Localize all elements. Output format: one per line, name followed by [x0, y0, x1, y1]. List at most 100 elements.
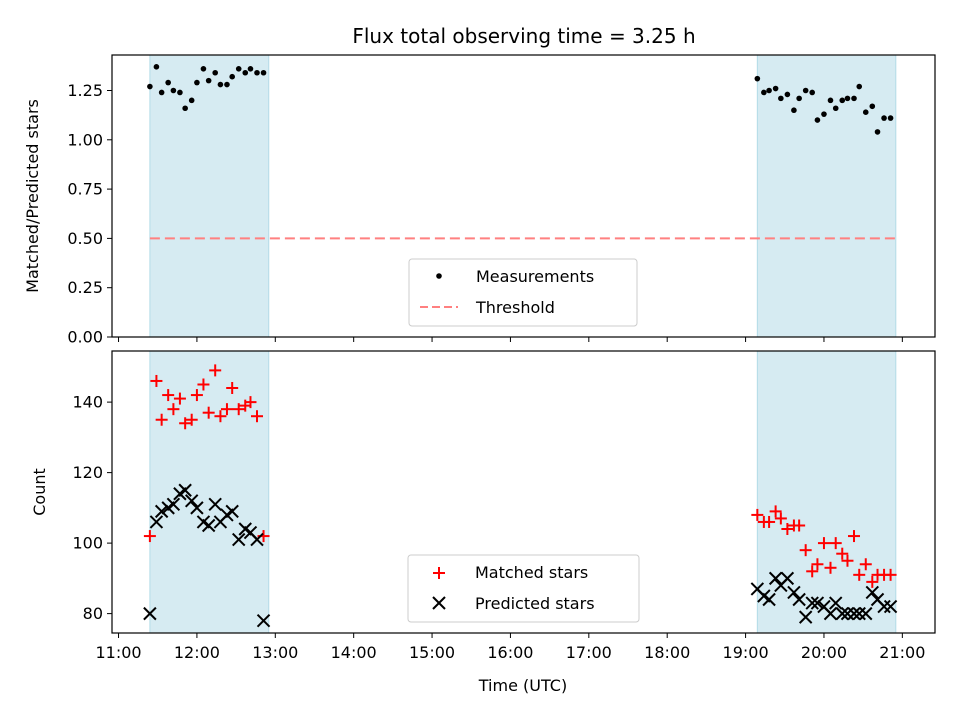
measurement-point	[869, 103, 876, 110]
matched-star-point	[774, 512, 787, 525]
matched-star-point	[811, 558, 824, 571]
measurement-point	[200, 66, 207, 72]
matched-star-point	[220, 403, 233, 416]
predicted-star-point	[829, 596, 843, 610]
x-tick-label: 13:00	[252, 643, 298, 662]
legend-measurements-label: Measurements	[476, 267, 594, 286]
predicted-star-point	[149, 515, 164, 529]
matched-star-point	[751, 508, 764, 521]
measurement-point	[254, 69, 260, 76]
measurement-point	[796, 95, 802, 102]
counts-legend-box	[407, 554, 640, 623]
matched-star-point	[209, 364, 222, 377]
ratio-y-tick-label: 0.50	[67, 229, 103, 248]
ratio-observing-window	[756, 54, 897, 338]
predicted-star-point	[877, 599, 891, 614]
measurement-point	[224, 81, 230, 88]
x-tick-label: 20:00	[801, 643, 847, 662]
measurement-point	[862, 109, 869, 115]
predicted-star-point	[143, 606, 157, 621]
ratio-panel: 0.00 0.25 0.50 0.75 1.00 1.25 Matched/Predict…	[23, 54, 936, 347]
counts-y-tick-label: 140	[72, 393, 103, 412]
ratio-y-axis-label: Matched/Predicted stars	[23, 99, 42, 293]
x-tick-label: 17:00	[566, 643, 612, 662]
counts-x-axis-ticks: 11:00 12:00 13:00 14:00 15:00 16:00 17:00 18:00…	[95, 633, 925, 662]
matched-star-point	[197, 378, 210, 391]
measurement-point	[212, 69, 219, 76]
x-tick-label: 12:00	[174, 643, 220, 662]
measurement-point	[851, 95, 857, 102]
measurement-point	[235, 66, 242, 72]
ratio-observing-windows	[149, 54, 897, 338]
measurement-point	[874, 129, 881, 135]
matched-stars-points	[143, 364, 897, 588]
measurement-point	[814, 117, 821, 123]
measurement-point	[887, 115, 894, 121]
x-tick-label: 18:00	[644, 643, 690, 662]
measurement-point	[778, 95, 784, 102]
predicted-star-point	[840, 606, 855, 621]
measurement-point	[772, 85, 779, 92]
legend-threshold-label: Threshold	[475, 298, 555, 317]
predicted-star-point	[154, 504, 169, 519]
predicted-star-point	[847, 606, 861, 621]
matched-star-point	[202, 406, 215, 419]
measurement-point	[188, 97, 195, 104]
measurement-point	[839, 97, 846, 104]
predicted-star-point	[798, 610, 813, 624]
measurement-point	[809, 89, 816, 96]
x-tick-label: 21:00	[879, 643, 925, 662]
counts-y-tick-label: 100	[72, 534, 103, 553]
ratio-observing-window	[149, 54, 270, 338]
counts-y-tick-label: 120	[72, 463, 103, 482]
counts-y-tick-label: 80	[83, 604, 103, 623]
matched-star-point	[836, 547, 849, 560]
legend-predicted-marker	[432, 596, 446, 610]
matched-star-point	[884, 568, 897, 581]
measurement-point	[761, 89, 767, 96]
legend-matched-label: Matched stars	[475, 563, 588, 582]
matched-star-point	[806, 565, 819, 578]
chart-title: Flux total observing time = 3.25 h	[352, 24, 695, 48]
matched-star-point	[179, 417, 192, 430]
x-axis-label: Time (UTC)	[478, 676, 567, 695]
ratio-x-axis-ticks	[118, 337, 903, 342]
legend-predicted-label: Predicted stars	[475, 594, 595, 613]
x-tick-label: 19:00	[723, 643, 769, 662]
predicted-star-point	[250, 532, 264, 547]
measurement-point	[821, 111, 827, 117]
matched-star-point	[162, 389, 175, 402]
predicted-star-point	[780, 571, 795, 586]
x-tick-label: 16:00	[487, 643, 533, 662]
measurement-points	[147, 64, 894, 135]
matched-star-point	[763, 515, 776, 528]
predicted-star-point	[823, 606, 838, 621]
predicted-star-point	[166, 497, 181, 512]
legend-matched-marker	[433, 567, 445, 579]
ratio-y-tick-label: 0.00	[67, 328, 103, 347]
matched-star-point	[251, 410, 264, 423]
predicted-star-point	[852, 606, 866, 621]
matched-star-point	[214, 410, 227, 423]
x-tick-label: 15:00	[409, 643, 455, 662]
matched-star-point	[155, 413, 168, 426]
ratio-legend: Measurements Threshold	[408, 258, 638, 327]
predicted-star-point	[208, 497, 222, 512]
measurement-point	[844, 95, 851, 102]
legend-measurements-marker	[436, 273, 442, 279]
matched-star-point	[781, 523, 794, 536]
matched-star-point	[841, 554, 854, 567]
matched-star-point	[226, 382, 239, 395]
predicted-star-point	[865, 585, 880, 600]
measurement-point	[856, 83, 863, 90]
counts-observing-window	[149, 350, 270, 634]
matched-star-point	[799, 544, 812, 557]
matched-star-point	[853, 568, 866, 581]
matched-star-point	[848, 530, 861, 543]
matched-star-point	[173, 392, 186, 405]
counts-panel: 80 100 120 140 11:00 12:00 13:00 14:00 15:00 16:…	[30, 350, 936, 695]
matched-star-point	[866, 575, 879, 588]
ratio-plot-frame	[111, 54, 936, 338]
matched-star-point	[829, 537, 842, 550]
